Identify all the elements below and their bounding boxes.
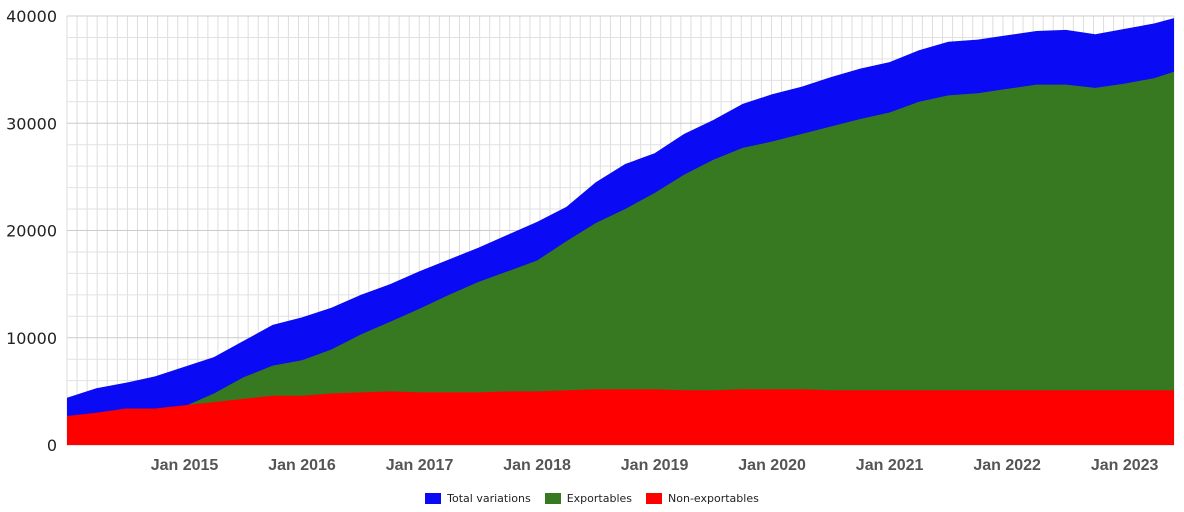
legend-item-non-exportables[interactable]: Non-exportables xyxy=(646,492,759,505)
chart-legend: Total variations Exportables Non-exporta… xyxy=(0,492,1184,505)
x-tick-label: Jan 2019 xyxy=(621,457,689,474)
legend-item-exportables[interactable]: Exportables xyxy=(544,492,633,505)
y-tick-label: 0 xyxy=(47,436,57,455)
legend-swatch-non-exportables xyxy=(646,493,663,504)
x-tick-label: Jan 2018 xyxy=(503,457,571,474)
y-tick-label: 40000 xyxy=(6,7,57,26)
y-tick-label: 10000 xyxy=(6,329,57,348)
x-tick-label: Jan 2023 xyxy=(1091,457,1159,474)
series-area-exportables xyxy=(67,71,1174,446)
legend-label-non-exportables: Non-exportables xyxy=(668,492,759,505)
legend-swatch-exportables xyxy=(544,493,561,504)
series-area-non-exportables xyxy=(67,389,1174,445)
chart-areas xyxy=(67,18,1174,446)
legend-item-total-variations[interactable]: Total variations xyxy=(425,492,531,505)
x-tick-label: Jan 2021 xyxy=(856,457,924,474)
x-tick-label: Jan 2020 xyxy=(738,457,806,474)
x-tick-label: Jan 2015 xyxy=(151,457,219,474)
legend-swatch-total-variations xyxy=(425,493,442,504)
x-tick-label: Jan 2022 xyxy=(973,457,1041,474)
legend-label-total-variations: Total variations xyxy=(447,492,531,505)
y-tick-label: 30000 xyxy=(6,114,57,133)
y-tick-label: 20000 xyxy=(6,222,57,241)
x-axis-ticks: Jan 2015 Jan 2016 Jan 2017 Jan 2018 Jan 2019… xyxy=(151,457,1159,474)
x-tick-label: Jan 2017 xyxy=(386,457,454,474)
legend-label-exportables: Exportables xyxy=(566,492,633,505)
x-tick-label: Jan 2016 xyxy=(268,457,336,474)
y-axis-ticks: 0 10000 20000 30000 40000 xyxy=(6,7,57,455)
